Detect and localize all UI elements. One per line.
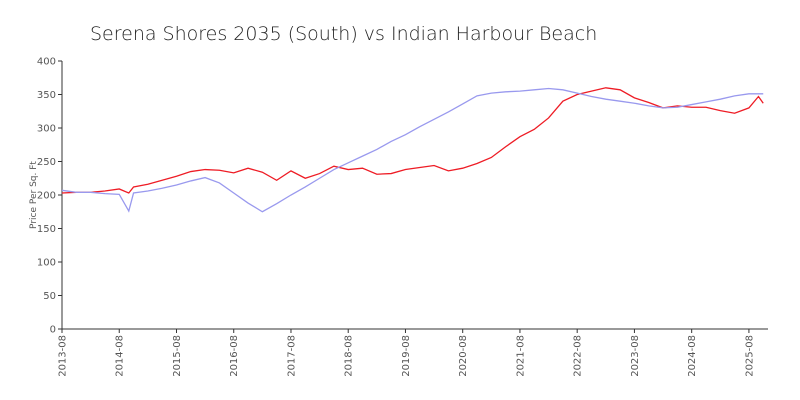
y-axis-label: Price Per Sq. Ft bbox=[29, 161, 39, 229]
series-line bbox=[61, 87, 764, 194]
x-tick-label: 2013-08 bbox=[58, 335, 69, 377]
x-tick-label: 2014-08 bbox=[115, 335, 126, 377]
x-tick-label: 2023-08 bbox=[630, 335, 641, 377]
x-tick-label: 2017-08 bbox=[286, 335, 297, 377]
x-tick-label: 2016-08 bbox=[229, 335, 240, 377]
x-tick-label: 2019-08 bbox=[401, 335, 412, 377]
x-tick-label: 2018-08 bbox=[344, 335, 355, 377]
y-tick-label: 350 bbox=[37, 90, 56, 101]
x-tick-label: 2015-08 bbox=[172, 335, 183, 377]
x-tick-label: 2024-08 bbox=[687, 335, 698, 377]
x-tick-label: 2021-08 bbox=[515, 335, 526, 377]
x-tick-label: 2022-08 bbox=[573, 335, 584, 377]
y-tick-label: 250 bbox=[37, 157, 56, 168]
y-tick-label: 50 bbox=[43, 291, 56, 302]
y-tick-label: 150 bbox=[37, 224, 56, 235]
x-tick-label: 2020-08 bbox=[458, 335, 469, 377]
series-line bbox=[61, 87, 764, 213]
y-tick-label: 0 bbox=[50, 325, 56, 336]
chart-title: Serena Shores 2035 (South) vs Indian Har… bbox=[90, 23, 597, 45]
x-tick-label: 2025-08 bbox=[744, 335, 755, 377]
y-tick-label: 400 bbox=[37, 57, 56, 68]
y-tick-label: 200 bbox=[37, 191, 56, 202]
y-tick-label: 300 bbox=[37, 124, 56, 135]
y-tick-label: 100 bbox=[37, 258, 56, 269]
